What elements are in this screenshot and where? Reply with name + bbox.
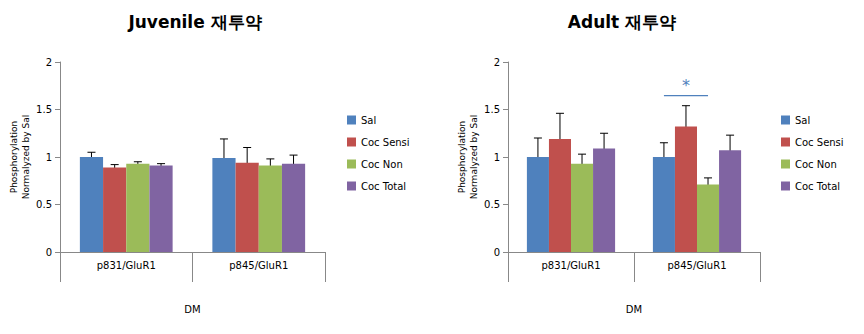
svg-text:1.5: 1.5 xyxy=(484,104,500,115)
svg-text:Normalyzed by Sal: Normalyzed by Sal xyxy=(21,115,31,199)
svg-text:0: 0 xyxy=(46,247,52,258)
svg-text:0.5: 0.5 xyxy=(36,199,52,210)
svg-text:Coc Sensi: Coc Sensi xyxy=(795,137,844,148)
svg-text:0.5: 0.5 xyxy=(484,199,500,210)
svg-text:Normalyzed by Sal: Normalyzed by Sal xyxy=(469,115,479,199)
svg-text:1.5: 1.5 xyxy=(36,104,52,115)
svg-text:2: 2 xyxy=(46,57,52,68)
svg-text:p831/GluR1: p831/GluR1 xyxy=(97,260,156,271)
svg-text:Coc Total: Coc Total xyxy=(795,181,840,192)
svg-text:Juvenile 재투약: Juvenile 재투약 xyxy=(127,12,261,32)
svg-text:Phosphorylation: Phosphorylation xyxy=(457,121,467,194)
svg-text:Coc Sensi: Coc Sensi xyxy=(361,137,410,148)
svg-text:Adult 재투약: Adult 재투약 xyxy=(568,12,676,32)
svg-text:1: 1 xyxy=(494,152,500,163)
svg-text:Coc Total: Coc Total xyxy=(361,181,406,192)
svg-text:p845/GluR1: p845/GluR1 xyxy=(229,260,288,271)
svg-text:Coc Non: Coc Non xyxy=(795,159,837,170)
svg-text:0: 0 xyxy=(494,247,500,258)
svg-text:Phosphorylation: Phosphorylation xyxy=(9,121,19,194)
svg-text:p831/GluR1: p831/GluR1 xyxy=(542,260,601,271)
svg-text:DM: DM xyxy=(626,304,642,315)
svg-text:Sal: Sal xyxy=(361,115,376,126)
svg-text:DM: DM xyxy=(184,304,200,315)
svg-text:2: 2 xyxy=(494,57,500,68)
svg-text:Coc Non: Coc Non xyxy=(361,159,403,170)
svg-text:p845/GluR1: p845/GluR1 xyxy=(668,260,727,271)
svg-text:Sal: Sal xyxy=(795,115,810,126)
svg-text:1: 1 xyxy=(46,152,52,163)
svg-text:*: * xyxy=(682,76,690,95)
